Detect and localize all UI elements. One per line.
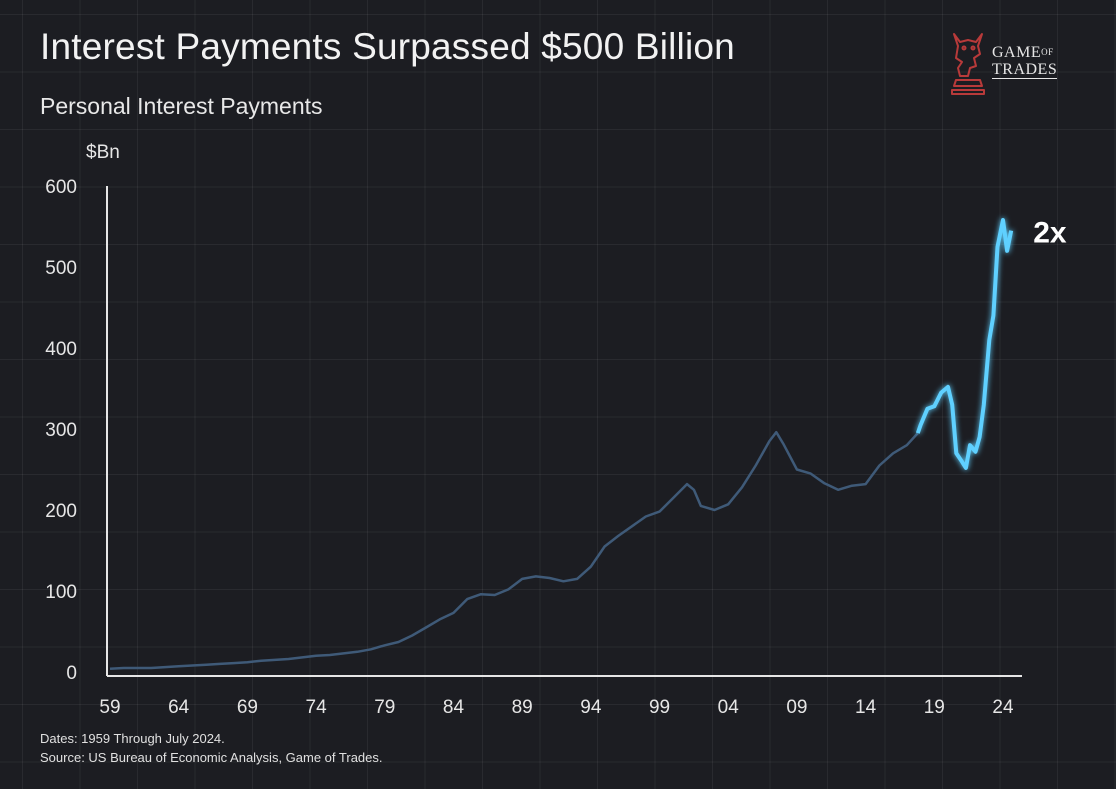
x-tick-label: 64 (168, 697, 190, 718)
x-tick-label: 14 (855, 697, 877, 718)
y-axis-unit-label: $Bn (86, 142, 120, 163)
x-tick-label: 74 (306, 697, 328, 718)
page-title: Interest Payments Surpassed $500 Billion (40, 26, 735, 67)
x-tick-label: 09 (786, 697, 807, 718)
y-tick-label: 100 (45, 582, 77, 603)
x-axis-ticks: 59 64 69 74 79 84 89 94 99 04 09 14 19 24 (99, 697, 1014, 718)
brand-logo (946, 28, 1074, 98)
y-tick-label: 400 (45, 339, 77, 360)
logo-line2: TRADES (992, 61, 1058, 78)
brand-logo-text: GAMEOF TRADES (992, 44, 1058, 79)
x-tick-label: 84 (443, 697, 465, 718)
logo-line1: GAME (992, 44, 1042, 61)
x-tick-label: 99 (649, 697, 670, 718)
x-tick-label: 24 (992, 697, 1014, 718)
y-axis-ticks: 0 100 200 300 400 500 600 (45, 177, 77, 684)
y-tick-label: 0 (66, 663, 77, 684)
x-tick-label: 79 (374, 697, 395, 718)
chess-knight-bull-icon (951, 33, 985, 95)
x-tick-label: 69 (237, 697, 258, 718)
y-tick-label: 300 (45, 420, 77, 441)
y-tick-label: 600 (45, 177, 77, 198)
chart-annotation-2x: 2x (1033, 217, 1067, 250)
x-tick-label: 94 (580, 697, 602, 718)
chart-subtitle: Personal Interest Payments (40, 93, 323, 119)
series-line-recent (915, 218, 1014, 470)
x-tick-label: 04 (718, 697, 740, 718)
chart-footnotes: Dates: 1959 Through July 2024. Source: U… (40, 729, 383, 767)
x-tick-label: 59 (99, 697, 120, 718)
footnote-source: Source: US Bureau of Economic Analysis, … (40, 750, 383, 765)
footnote-dates: Dates: 1959 Through July 2024. (40, 731, 225, 746)
y-tick-label: 500 (45, 258, 77, 279)
x-tick-label: 89 (512, 697, 533, 718)
y-tick-label: 200 (45, 501, 77, 522)
x-tick-label: 19 (924, 697, 945, 718)
logo-line1-small: OF (1041, 47, 1054, 57)
series-line-historical (109, 430, 919, 671)
